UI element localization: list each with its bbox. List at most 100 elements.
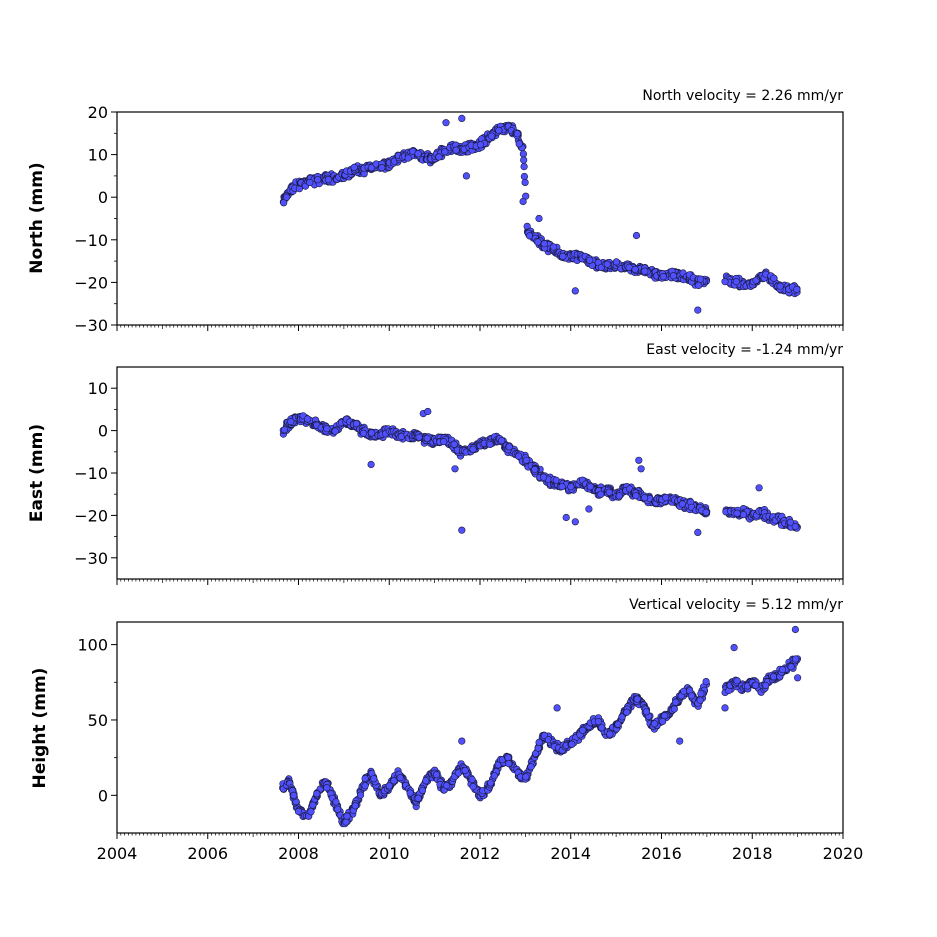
east-data-point [486,440,494,449]
north-data-point [442,119,450,127]
height-data-point [579,726,587,735]
north-data-point [306,178,314,187]
east-data-point [702,508,710,517]
height-data-point [458,737,466,745]
north-data-point [793,285,801,294]
east-data-point [733,509,741,517]
height-data-point [332,798,340,806]
east-y-tick-label: −30 [74,549,108,568]
east-data-point [678,500,686,508]
north-points [279,114,801,314]
north-velocity-annotation: North velocity = 2.26 mm/yr [642,88,843,104]
north-data-point [694,281,703,290]
east-data-point [450,440,458,449]
height-data-point [791,625,800,634]
height-data-point [487,779,495,787]
height-data-point [697,690,705,698]
east-y-tick-label: −10 [74,464,108,483]
east-data-point [567,483,575,491]
height-data-point [342,818,350,826]
north-data-point [367,164,376,172]
north-data-point [283,193,291,201]
height-data-point [762,681,770,690]
east-data-point [585,505,593,513]
east-data-point [597,490,605,498]
north-data-point [513,130,521,138]
height-data-point [676,737,684,745]
x-tick-label: 2018 [732,844,773,863]
x-tick-label: 2014 [550,844,591,863]
height-data-point [323,784,331,792]
x-tick-label: 2006 [187,844,228,863]
north-data-point [696,275,705,283]
north-data-point [534,238,542,246]
height-data-point [793,674,802,682]
height-data-point [778,665,787,674]
north-data-point [612,258,621,266]
east-velocity-annotation: East velocity = -1.24 mm/yr [646,342,843,358]
east-data-point [786,518,795,526]
height-data-point [598,724,606,732]
east-data-point [522,456,531,464]
height-data-point [361,774,369,783]
north-y-tick-label: −10 [74,231,108,250]
north-y-tick-label: −20 [74,273,108,292]
east-data-point [531,465,539,474]
height-data-point [343,812,351,820]
north-data-point [535,214,543,223]
north-data-point [631,265,639,274]
east-data-point [359,429,368,437]
height-data-point [553,704,561,712]
height-velocity-annotation: Vertical velocity = 5.12 mm/yr [629,597,843,613]
height-data-point [294,807,303,816]
height-data-point [568,740,576,748]
east-data-point [586,483,595,491]
east-data-point [635,456,643,464]
north-panel: 20 10 0 −10 −20 −30 North velocity = 2.26 mm/… [27,88,844,335]
east-data-point [694,528,702,537]
height-data-point [670,705,678,713]
x-tick-label: 2008 [278,844,319,863]
east-data-point [505,443,513,451]
height-y-tick-label: 0 [98,786,108,805]
north-data-point [520,163,528,171]
x-tick-label: 2010 [369,844,410,863]
east-data-point [539,473,548,481]
east-y-tick-label: −20 [74,506,108,525]
east-data-point [558,483,566,491]
height-data-point [696,696,704,704]
height-data-point [313,790,321,798]
north-data-point [458,114,466,122]
height-data-point [468,775,476,784]
north-data-point [441,148,449,156]
east-data-point [755,484,763,492]
height-data-point [650,720,659,728]
north-data-point [314,176,322,184]
east-data-point [515,452,523,460]
height-data-point [307,808,315,816]
north-data-point [462,172,471,180]
height-data-point [658,717,667,726]
north-data-point [521,178,529,186]
east-data-point [662,494,670,502]
height-data-point [687,692,696,700]
north-data-point [776,282,784,290]
east-data-point [367,460,375,469]
height-data-point [432,771,441,779]
height-data-point [787,663,795,671]
height-data-point [623,708,631,716]
x-tick-label: 2016 [641,844,682,863]
east-data-point [640,494,649,502]
north-data-point [324,176,333,184]
x-tick-label: 2020 [823,844,864,863]
east-data-point [331,427,339,435]
north-data-point [520,156,528,164]
east-data-point [739,510,748,519]
north-y-tick-label: −30 [74,316,108,335]
height-data-point [730,643,738,652]
height-y-tick-label: 100 [77,636,108,655]
height-data-point [721,704,729,712]
x-tick-label: 2012 [460,844,501,863]
height-data-point [390,777,398,785]
north-data-point [488,132,496,140]
